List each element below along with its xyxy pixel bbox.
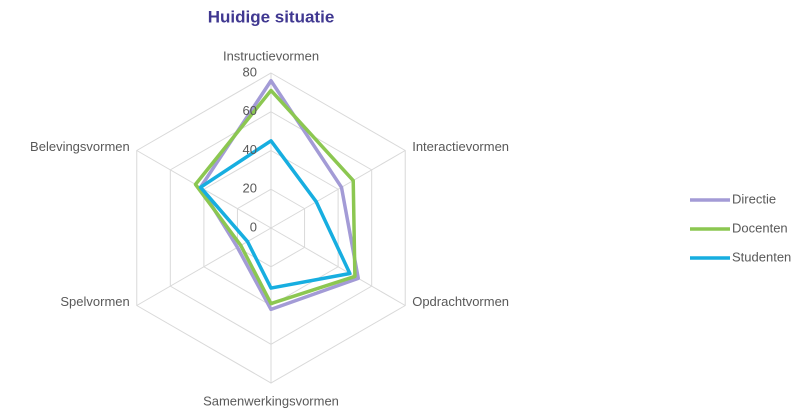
category-label: Samenwerkingsvormen	[203, 393, 339, 408]
category-label: Spelvormen	[60, 294, 129, 309]
y-tick-label: 0	[250, 219, 257, 234]
chart-title: Huidige situatie	[208, 7, 335, 26]
category-label: Opdrachtvormen	[412, 294, 509, 309]
category-label: Belevingsvormen	[30, 139, 130, 154]
y-tick-label: 20	[243, 181, 257, 196]
category-label: Instructievormen	[223, 48, 319, 63]
legend-label: Studenten	[732, 249, 791, 264]
y-tick-label: 80	[243, 64, 257, 79]
spoke	[270, 150, 406, 229]
series-line	[193, 88, 357, 306]
y-tick-label: 40	[243, 142, 257, 157]
category-label: Interactievormen	[412, 139, 509, 154]
legend-label: Docenten	[732, 220, 788, 235]
legend-label: Directie	[732, 191, 776, 206]
y-tick-label: 60	[243, 103, 257, 118]
spoke	[270, 227, 406, 306]
series-line	[198, 139, 352, 290]
